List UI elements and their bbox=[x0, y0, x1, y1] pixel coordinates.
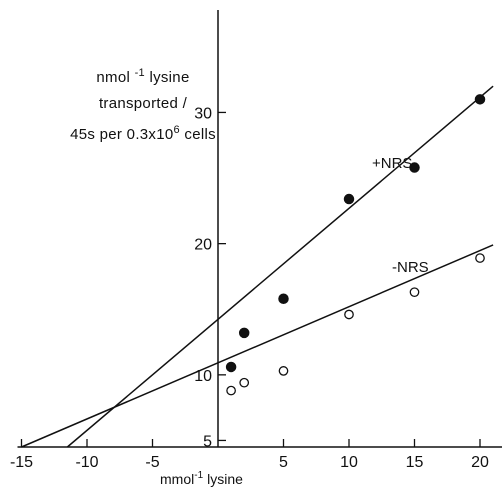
fit-lines bbox=[21, 85, 494, 448]
data-point-plus-nrs bbox=[343, 193, 355, 205]
data-point-minus-nrs bbox=[226, 385, 236, 396]
data-point-plus-nrs bbox=[474, 94, 486, 105]
data-point-plus-nrs bbox=[238, 327, 250, 339]
x-tick-label: 20 bbox=[471, 454, 489, 471]
x-tick-label: 15 bbox=[406, 454, 424, 471]
tick-group: -15 -10 -5 5 10 15 20 5 10 20 30 bbox=[10, 105, 489, 471]
x-tick-label: -10 bbox=[75, 454, 98, 471]
x-axis-label: mmol-1 lysine bbox=[160, 470, 243, 487]
y-axis-label-line2: transported / bbox=[98, 95, 188, 112]
x-tick-label: -15 bbox=[10, 454, 33, 471]
data-point-plus-nrs bbox=[225, 361, 237, 373]
y-axis-label-line3: 45s per 0.3x106 cells bbox=[70, 124, 216, 143]
series-label-plus-nrs: +NRS bbox=[372, 155, 412, 172]
y-tick-label: 20 bbox=[194, 237, 212, 254]
data-point-minus-nrs bbox=[239, 377, 250, 388]
data-point-minus-nrs bbox=[344, 309, 354, 320]
series-label-minus-nrs: -NRS bbox=[392, 259, 429, 276]
y-tick-label: 5 bbox=[203, 433, 212, 450]
data-point-minus-nrs bbox=[409, 287, 420, 298]
y-axis-label-line1: nmol -1 lysine bbox=[96, 67, 190, 86]
fit-line-minus-nrs bbox=[21, 244, 494, 448]
y-tick-label: 30 bbox=[194, 105, 212, 122]
data-point-plus-nrs bbox=[278, 293, 289, 304]
data-points bbox=[225, 94, 486, 396]
x-tick-label: 10 bbox=[340, 454, 358, 471]
y-tick-label: 10 bbox=[194, 368, 212, 385]
data-point-plus-nrs bbox=[409, 162, 420, 173]
fit-line-plus-nrs bbox=[66, 85, 494, 448]
data-point-minus-nrs bbox=[278, 366, 289, 376]
data-point-minus-nrs bbox=[475, 253, 485, 263]
y-axis-label: nmol -1 lysine transported / 45s per 0.3… bbox=[28, 60, 258, 148]
x-tick-label: -5 bbox=[145, 454, 159, 471]
x-tick-label: 5 bbox=[279, 454, 288, 471]
